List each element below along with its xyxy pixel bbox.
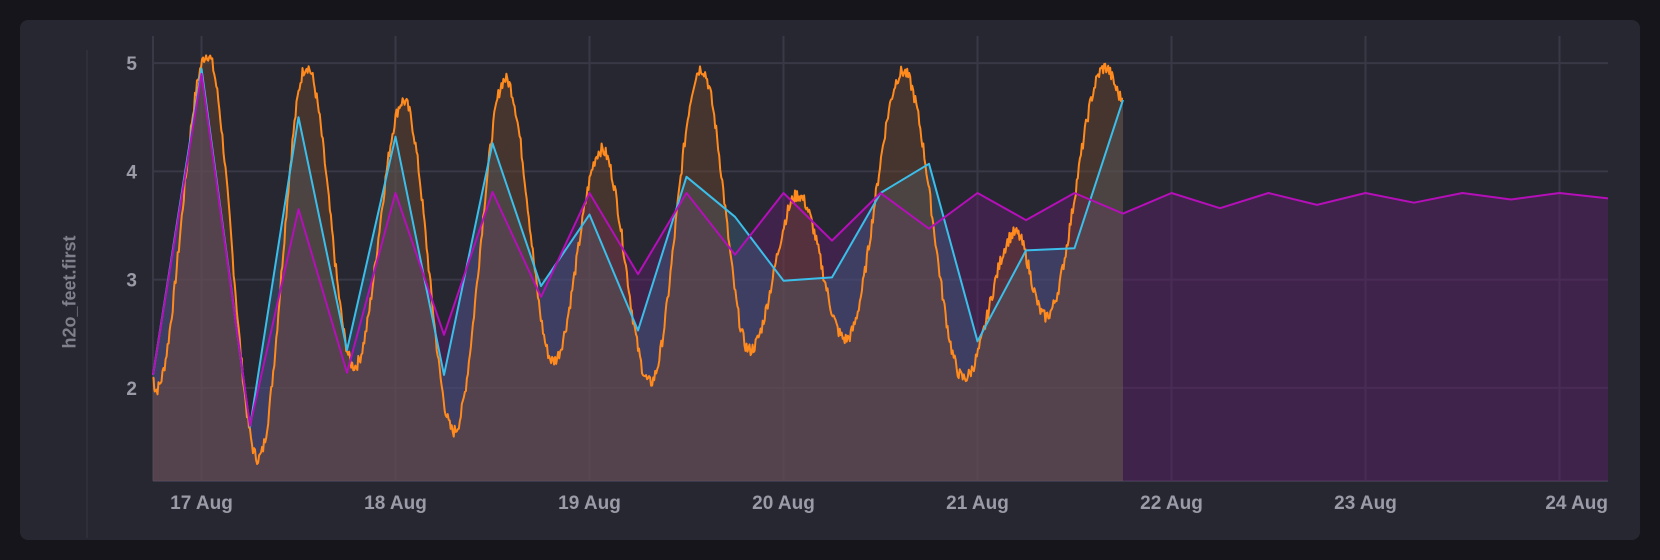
x-tick-label: 20 Aug (752, 493, 815, 514)
y-tick-label: 3 (126, 271, 137, 292)
x-tick-label: 23 Aug (1334, 493, 1397, 514)
y-tick-label: 2 (126, 379, 137, 400)
x-tick-label: 24 Aug (1545, 493, 1608, 514)
x-tick-label: 19 Aug (558, 493, 621, 514)
x-tick-label: 18 Aug (364, 493, 427, 514)
line-raw (152, 54, 1123, 465)
x-axis-ticks: 17 Aug 18 Aug 19 Aug 20 Aug 21 Aug 22 Aug 23 A… (170, 493, 1608, 514)
line-sampled (152, 67, 1124, 428)
line-forecast (152, 72, 1609, 427)
y-axis-ticks: 2 3 4 5 (126, 54, 137, 400)
area-raw (153, 55, 1123, 482)
y-tick-label: 4 (126, 162, 137, 183)
area-forecast (153, 73, 1608, 482)
series-areas (153, 55, 1608, 482)
x-tick-label: 21 Aug (946, 493, 1009, 514)
panel-divider (86, 50, 88, 538)
y-tick-label: 5 (126, 54, 137, 75)
area-sampled (153, 68, 1123, 481)
x-tick-label: 22 Aug (1140, 493, 1203, 514)
series-lines (152, 54, 1609, 465)
x-tick-label: 17 Aug (170, 493, 233, 514)
